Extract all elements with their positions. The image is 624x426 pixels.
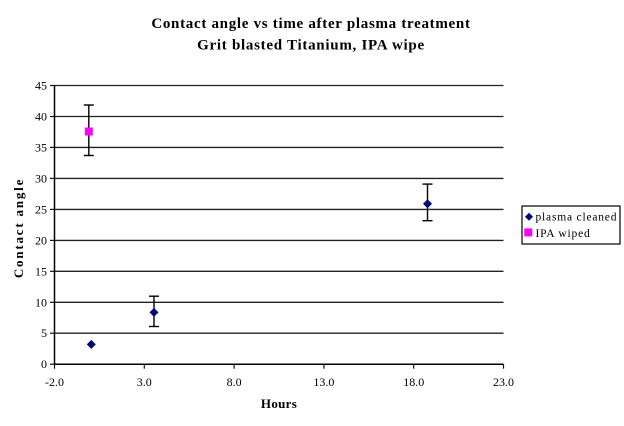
svg-text:18.0: 18.0 [403,375,424,389]
svg-text:40: 40 [35,110,47,124]
svg-text:45: 45 [35,79,47,93]
svg-text:13.0: 13.0 [313,375,334,389]
svg-text:8.0: 8.0 [227,375,242,389]
svg-text:plasma cleaned: plasma cleaned [536,211,618,223]
svg-text:Grit blasted Titanium, IPA wip: Grit blasted Titanium, IPA wipe [197,38,425,54]
svg-text:25: 25 [35,202,47,216]
svg-text:0: 0 [41,357,47,371]
svg-text:20: 20 [35,233,47,247]
svg-text:Contact angle vs time after pl: Contact angle vs time after plasma treat… [151,16,470,32]
svg-text:Contact angle: Contact angle [11,178,26,278]
svg-text:35: 35 [35,140,47,154]
svg-text:15: 15 [35,264,47,278]
svg-text:IPA wiped: IPA wiped [536,228,591,240]
svg-text:5: 5 [41,326,47,340]
svg-text:23.0: 23.0 [493,375,514,389]
svg-text:Hours: Hours [261,396,297,411]
svg-text:3.0: 3.0 [137,375,152,389]
svg-text:30: 30 [35,171,47,185]
svg-text:10: 10 [35,295,47,309]
svg-text:-2.0: -2.0 [45,375,64,389]
